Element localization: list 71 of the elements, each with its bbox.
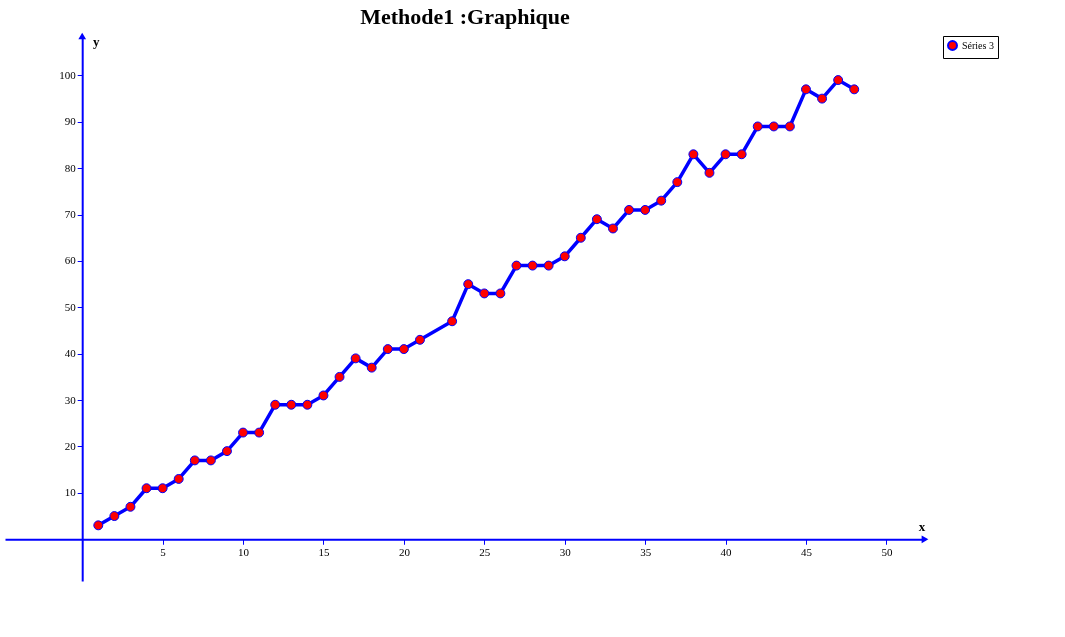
x-tick-label: 15: [318, 545, 330, 558]
point: [704, 167, 715, 178]
x-tick-label: 40: [720, 545, 733, 558]
y-tick-label: 90: [64, 115, 77, 128]
point: [350, 353, 361, 364]
point: [157, 483, 168, 494]
x-tick-label: 20: [398, 545, 411, 558]
x-axis-title: x: [918, 519, 926, 535]
point: [801, 84, 811, 95]
point: [414, 334, 425, 345]
point: [318, 390, 329, 401]
point: [205, 455, 216, 466]
point: [720, 149, 731, 160]
y-tick-label: 10: [64, 486, 77, 499]
point: [672, 177, 683, 188]
x-tick-label: 30: [559, 545, 572, 558]
point: [382, 344, 393, 355]
point: [125, 501, 136, 512]
point: [270, 399, 281, 410]
point: [286, 399, 297, 410]
point: [93, 520, 104, 531]
point: [366, 362, 377, 373]
point: [768, 121, 779, 132]
point: [543, 260, 554, 271]
point: [736, 149, 747, 160]
point: [688, 149, 699, 160]
x-tick-label: 10: [238, 545, 250, 558]
point: [608, 223, 618, 234]
x-tick-label: 45: [800, 545, 813, 558]
y-tick-label: 30: [64, 393, 77, 406]
y-tick-label: 70: [64, 208, 77, 221]
point: [656, 195, 667, 206]
x-tick-label: 35: [640, 545, 652, 558]
point: [141, 483, 152, 494]
point: [334, 371, 345, 382]
y-axis-title: y: [92, 34, 100, 49]
point: [527, 260, 538, 271]
y-tick-label: 50: [64, 300, 77, 313]
point: [752, 121, 763, 132]
point: [817, 93, 828, 104]
point: [254, 427, 265, 438]
point: [447, 316, 458, 327]
point: [479, 288, 490, 299]
point: [784, 121, 795, 132]
point: [238, 427, 249, 438]
y-tick-label: 60: [64, 254, 77, 267]
y-tick-label: 100: [59, 68, 77, 81]
point: [511, 260, 522, 271]
point: [221, 446, 232, 457]
point: [109, 511, 120, 522]
point: [302, 399, 313, 410]
point: [640, 204, 651, 215]
point: [463, 279, 474, 290]
chart-title: Methode1 :Graphique: [360, 3, 571, 29]
point: [591, 214, 602, 225]
x-tick-label: 5: [160, 545, 167, 558]
point: [624, 204, 635, 215]
point: [575, 232, 586, 243]
y-tick-label: 40: [64, 347, 77, 360]
y-tick-label: 20: [64, 439, 77, 452]
point: [173, 473, 184, 484]
x-tick-label: 25: [479, 545, 491, 558]
point: [833, 75, 844, 86]
x-tick-label: 50: [881, 545, 893, 558]
point: [849, 84, 860, 95]
point: [495, 288, 506, 299]
point: [189, 455, 200, 466]
legend-label: Séries 3: [962, 39, 994, 51]
point: [398, 344, 409, 355]
point: [559, 251, 570, 262]
y-tick-label: 80: [64, 161, 77, 174]
